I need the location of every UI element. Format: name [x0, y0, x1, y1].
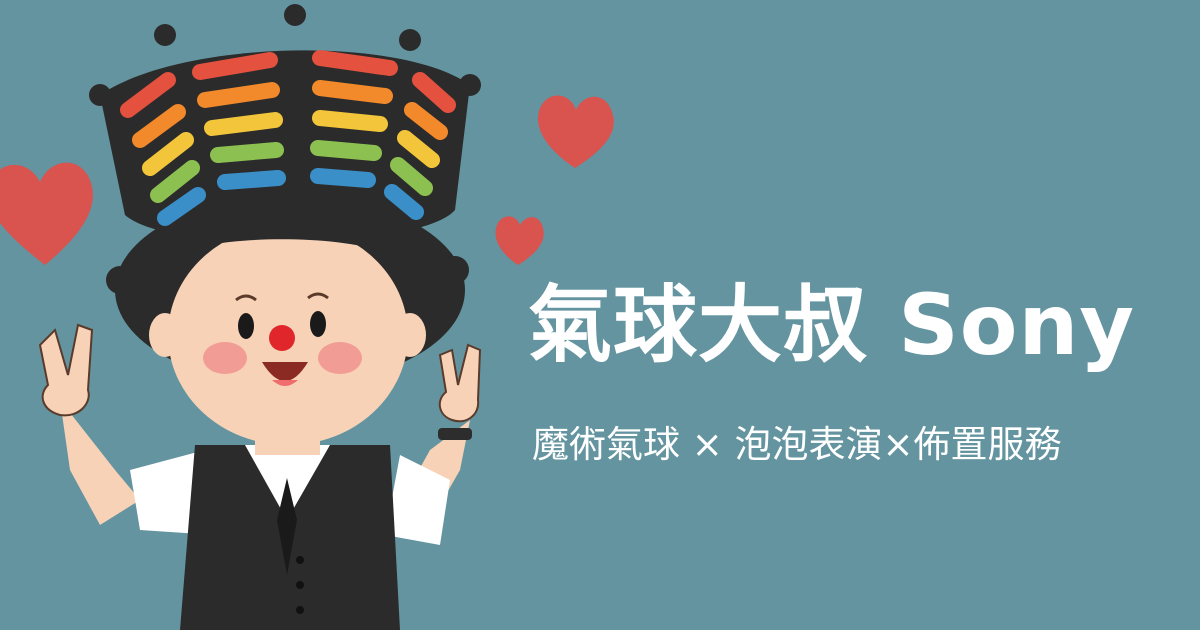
heart-icon [495, 216, 544, 265]
heart-icon [537, 95, 614, 168]
page-title: 氣球大叔 Sony [528, 276, 1136, 374]
bow-tie-icon [277, 478, 297, 575]
face [149, 216, 426, 445]
left-arm [38, 323, 140, 525]
page-subtitle: 魔術氣球 × 泡泡表演×佈置服務 [532, 423, 1062, 466]
vest [180, 445, 400, 630]
balloon-hat-icon [89, 4, 481, 243]
heart-icon [0, 162, 93, 265]
clown-nose-icon [269, 325, 295, 351]
